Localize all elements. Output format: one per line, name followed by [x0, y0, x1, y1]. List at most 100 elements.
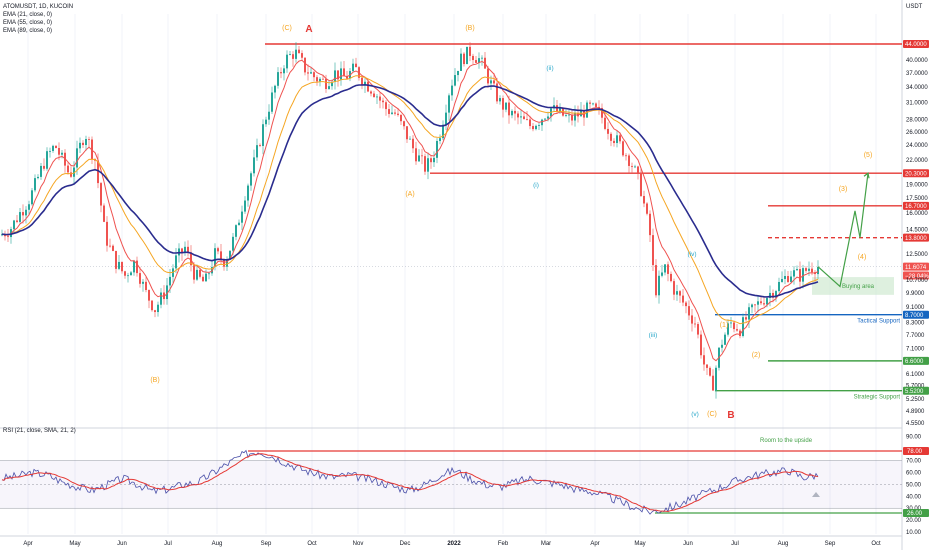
x-tick-label: Jul	[164, 541, 172, 547]
price-unit: USDT	[906, 4, 923, 10]
candle-body	[118, 261, 120, 269]
candle-body	[307, 72, 309, 74]
candle-body	[745, 317, 747, 320]
candle-body	[373, 93, 375, 97]
candle-body	[607, 128, 609, 134]
x-tick-label: Apr	[23, 541, 32, 547]
candle-body	[790, 276, 792, 282]
candle-body	[253, 157, 255, 174]
candle-body	[661, 272, 663, 276]
price-label: 44.0000	[905, 42, 927, 48]
candle-body	[643, 195, 645, 204]
rsi-tick: 90.00	[906, 435, 922, 441]
rsi-pane	[1, 449, 819, 515]
candle-body	[301, 53, 303, 58]
wave-label-orange: (C)	[282, 25, 292, 32]
annotations: Tactical Support Strategic Support Buying …	[150, 24, 900, 497]
candle-body	[346, 76, 348, 79]
candle-body	[352, 63, 354, 72]
candle-body	[184, 246, 186, 253]
price-label: 8.7000	[905, 313, 924, 319]
buying-area-box	[812, 277, 894, 295]
candle-body	[292, 54, 294, 59]
candle-body	[601, 107, 603, 118]
candle-body	[316, 77, 318, 82]
price-label: 6.6000	[905, 359, 924, 365]
x-tick-label: May	[69, 541, 80, 547]
price-tick: 10.7000	[906, 278, 928, 284]
candle-body	[637, 166, 639, 173]
candle-body	[136, 260, 138, 274]
candle-body	[232, 236, 234, 251]
price-tick: 17.5000	[906, 196, 928, 202]
legend-symbol: ATOMUSDT, 1D, KUCOIN	[3, 4, 74, 10]
price-tick: 24.0000	[906, 143, 928, 149]
candle-body	[652, 235, 654, 266]
candle-body	[679, 291, 681, 296]
candle-body	[703, 355, 705, 365]
candle-body	[763, 303, 765, 305]
candle-body	[427, 158, 429, 172]
rsi-label-bg	[903, 509, 929, 517]
candle-body	[751, 304, 753, 308]
candle-body	[22, 212, 24, 216]
candle-body	[406, 126, 408, 140]
candle-body	[295, 49, 297, 59]
wave-label-cyan: (i)	[533, 182, 539, 189]
candle-body	[526, 119, 528, 120]
candle-body	[187, 246, 189, 253]
candle-body	[739, 330, 741, 337]
candle-body	[355, 63, 357, 68]
candle-body	[34, 178, 36, 191]
candle-body	[400, 114, 402, 122]
candle-body	[130, 272, 132, 276]
candle-body	[4, 234, 6, 237]
candle-body	[649, 213, 651, 236]
buying-area-label: Buying area	[842, 284, 875, 290]
price-tick: 5.7000	[906, 383, 925, 389]
candle-body	[328, 86, 330, 89]
candle-body	[805, 268, 807, 271]
price-tick: 22.0000	[906, 158, 928, 164]
candle-body	[112, 245, 114, 251]
ema21-line	[1, 59, 819, 362]
candle-body	[115, 250, 117, 269]
candle-body	[574, 112, 576, 121]
candle-body	[298, 49, 300, 54]
projection-path	[817, 172, 870, 288]
candle-body	[691, 315, 693, 324]
price-label: 11.6074	[905, 265, 927, 271]
candle-body	[517, 113, 519, 118]
price-label-bg	[903, 386, 929, 395]
rsi-tick: 40.00	[906, 494, 922, 500]
candle-body	[97, 160, 99, 184]
candle-body	[193, 265, 195, 280]
ema55-line	[1, 75, 819, 325]
legend-rsi: RSI (21, close, SMA, 21, 2)	[3, 428, 76, 434]
candle-body	[322, 78, 324, 80]
x-tick-label: Sep	[825, 541, 836, 547]
candle-body	[169, 276, 171, 286]
wave-label-cyan: (iv)	[687, 251, 696, 258]
candle-body	[262, 124, 264, 146]
candle-body	[199, 269, 201, 277]
price-tick: 16.0000	[906, 211, 928, 217]
projection-arrow	[863, 172, 870, 179]
x-tick-label: Aug	[778, 541, 789, 547]
price-label: 5.5200	[905, 389, 924, 395]
candle-body	[445, 112, 447, 125]
wave-label-cyan: (v)	[691, 411, 699, 418]
candle-body	[268, 111, 270, 120]
candle-body	[433, 157, 435, 163]
candle-body	[547, 116, 549, 119]
candle-body	[205, 273, 207, 282]
ema89-line	[1, 83, 819, 298]
candle-body	[673, 281, 675, 295]
candle-body	[481, 57, 483, 59]
candle-body	[109, 245, 111, 247]
candle-body	[415, 148, 417, 162]
price-tick: 7.7000	[906, 333, 925, 339]
candle-body	[664, 264, 666, 273]
rsi-label-bg	[903, 447, 929, 455]
